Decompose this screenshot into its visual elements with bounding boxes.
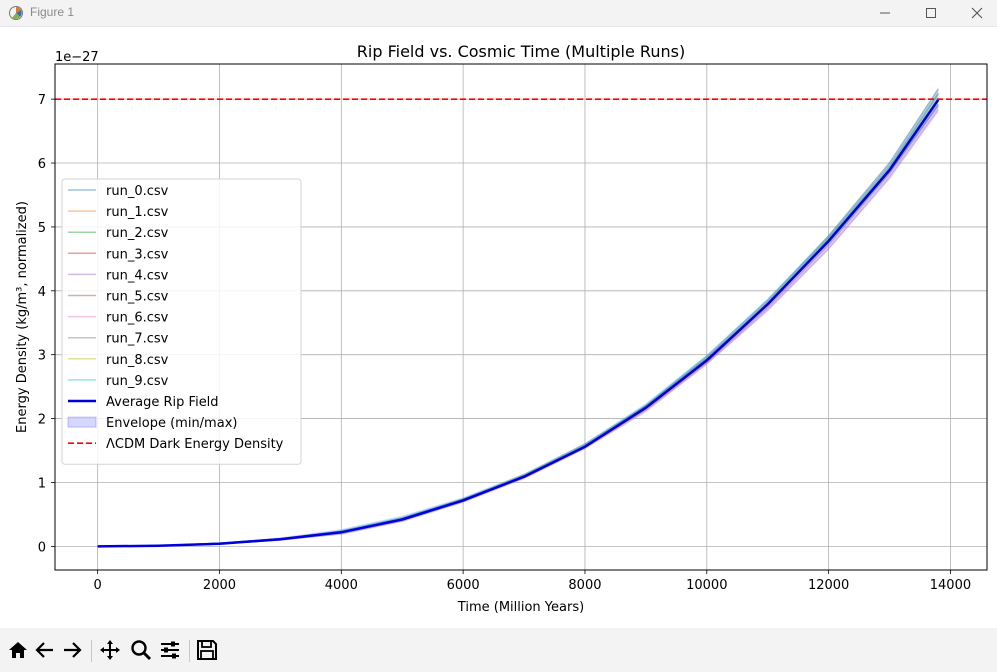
y-tick-label: 5 <box>38 221 46 236</box>
toolbar-separator <box>189 640 190 662</box>
y-tick-label: 2 <box>38 413 46 428</box>
x-tick-label: 4000 <box>325 578 358 593</box>
pan-button[interactable] <box>98 638 122 662</box>
x-axis-ticks: 0 2000 4000 6000 8000 10000 12000 14000 <box>93 570 971 593</box>
close-icon <box>971 7 983 19</box>
x-tick-label: 12000 <box>808 578 849 593</box>
y-tick-label: 1 <box>38 476 46 491</box>
chart-title: Rip Field vs. Cosmic Time (Multiple Runs… <box>357 42 685 61</box>
legend-label: run_8.csv <box>106 353 169 368</box>
legend-label: run_0.csv <box>106 184 169 199</box>
legend-label: run_1.csv <box>106 205 169 220</box>
y-tick-label: 4 <box>38 285 46 300</box>
minimize-button[interactable] <box>862 0 908 26</box>
y-tick-label: 3 <box>38 349 46 364</box>
y-tick-label: 6 <box>38 157 46 172</box>
x-axis-label: Time (Million Years) <box>457 600 584 615</box>
x-tick-label: 6000 <box>447 578 480 593</box>
home-icon <box>9 642 27 658</box>
legend-label: Envelope (min/max) <box>106 416 237 431</box>
y-axis-ticks: 0 1 2 3 4 5 6 7 <box>38 93 55 555</box>
y-axis-label: Energy Density (kg/m³, normalized) <box>15 201 30 433</box>
forward-button[interactable] <box>60 638 84 662</box>
legend: run_0.csv run_1.csv run_2.csv run_3.csv run_… <box>61 178 302 465</box>
legend-swatch <box>67 416 97 428</box>
legend-label: run_9.csv <box>106 374 169 389</box>
chart: 0 2000 4000 6000 8000 10000 12000 14000 0 1 2 3 4 5 6… <box>15 42 988 615</box>
legend-box <box>61 178 302 465</box>
y-tick-label: 7 <box>38 93 46 108</box>
pan-icon <box>100 640 120 660</box>
y-tick-label: 0 <box>38 540 46 555</box>
zoom-button[interactable] <box>129 638 153 662</box>
save-icon <box>197 640 217 660</box>
x-tick-label: 14000 <box>930 578 971 593</box>
figure-canvas: 0 2000 4000 6000 8000 10000 12000 14000 0 1 2 3 4 5 6… <box>0 27 997 628</box>
x-tick-label: 8000 <box>568 578 601 593</box>
y-offset-label: 1e−27 <box>55 50 99 65</box>
axes-frame <box>54 63 988 571</box>
close-button[interactable] <box>954 0 997 26</box>
save-button[interactable] <box>195 638 219 662</box>
toolbar-separator <box>91 640 92 662</box>
legend-label: run_5.csv <box>106 290 169 305</box>
configure-subplots-button[interactable] <box>158 638 182 662</box>
minimize-icon <box>880 12 890 14</box>
home-button[interactable] <box>6 638 30 662</box>
legend-label: Average Rip Field <box>106 395 219 410</box>
x-tick-label: 2000 <box>203 578 236 593</box>
series-layer <box>97 88 940 548</box>
matplotlib-icon <box>9 6 23 20</box>
back-button[interactable] <box>33 638 57 662</box>
navigation-toolbar <box>0 628 997 672</box>
window-titlebar: Figure 1 <box>0 0 997 27</box>
legend-label: ΛCDM Dark Energy Density <box>106 437 284 452</box>
x-tick-label: 0 <box>93 578 101 593</box>
maximize-icon <box>926 8 936 18</box>
legend-label: run_4.csv <box>106 268 169 283</box>
legend-label: run_3.csv <box>106 247 169 262</box>
x-tick-label: 10000 <box>686 578 727 593</box>
legend-label: run_6.csv <box>106 311 169 326</box>
configure-subplots-icon <box>161 641 179 659</box>
legend-label: run_7.csv <box>106 332 169 347</box>
legend-label: run_2.csv <box>106 226 169 241</box>
zoom-icon <box>131 640 152 661</box>
average-line <box>97 99 940 548</box>
forward-icon <box>64 642 82 658</box>
maximize-button[interactable] <box>908 0 954 26</box>
window-title: Figure 1 <box>30 5 75 19</box>
back-icon <box>35 642 53 658</box>
